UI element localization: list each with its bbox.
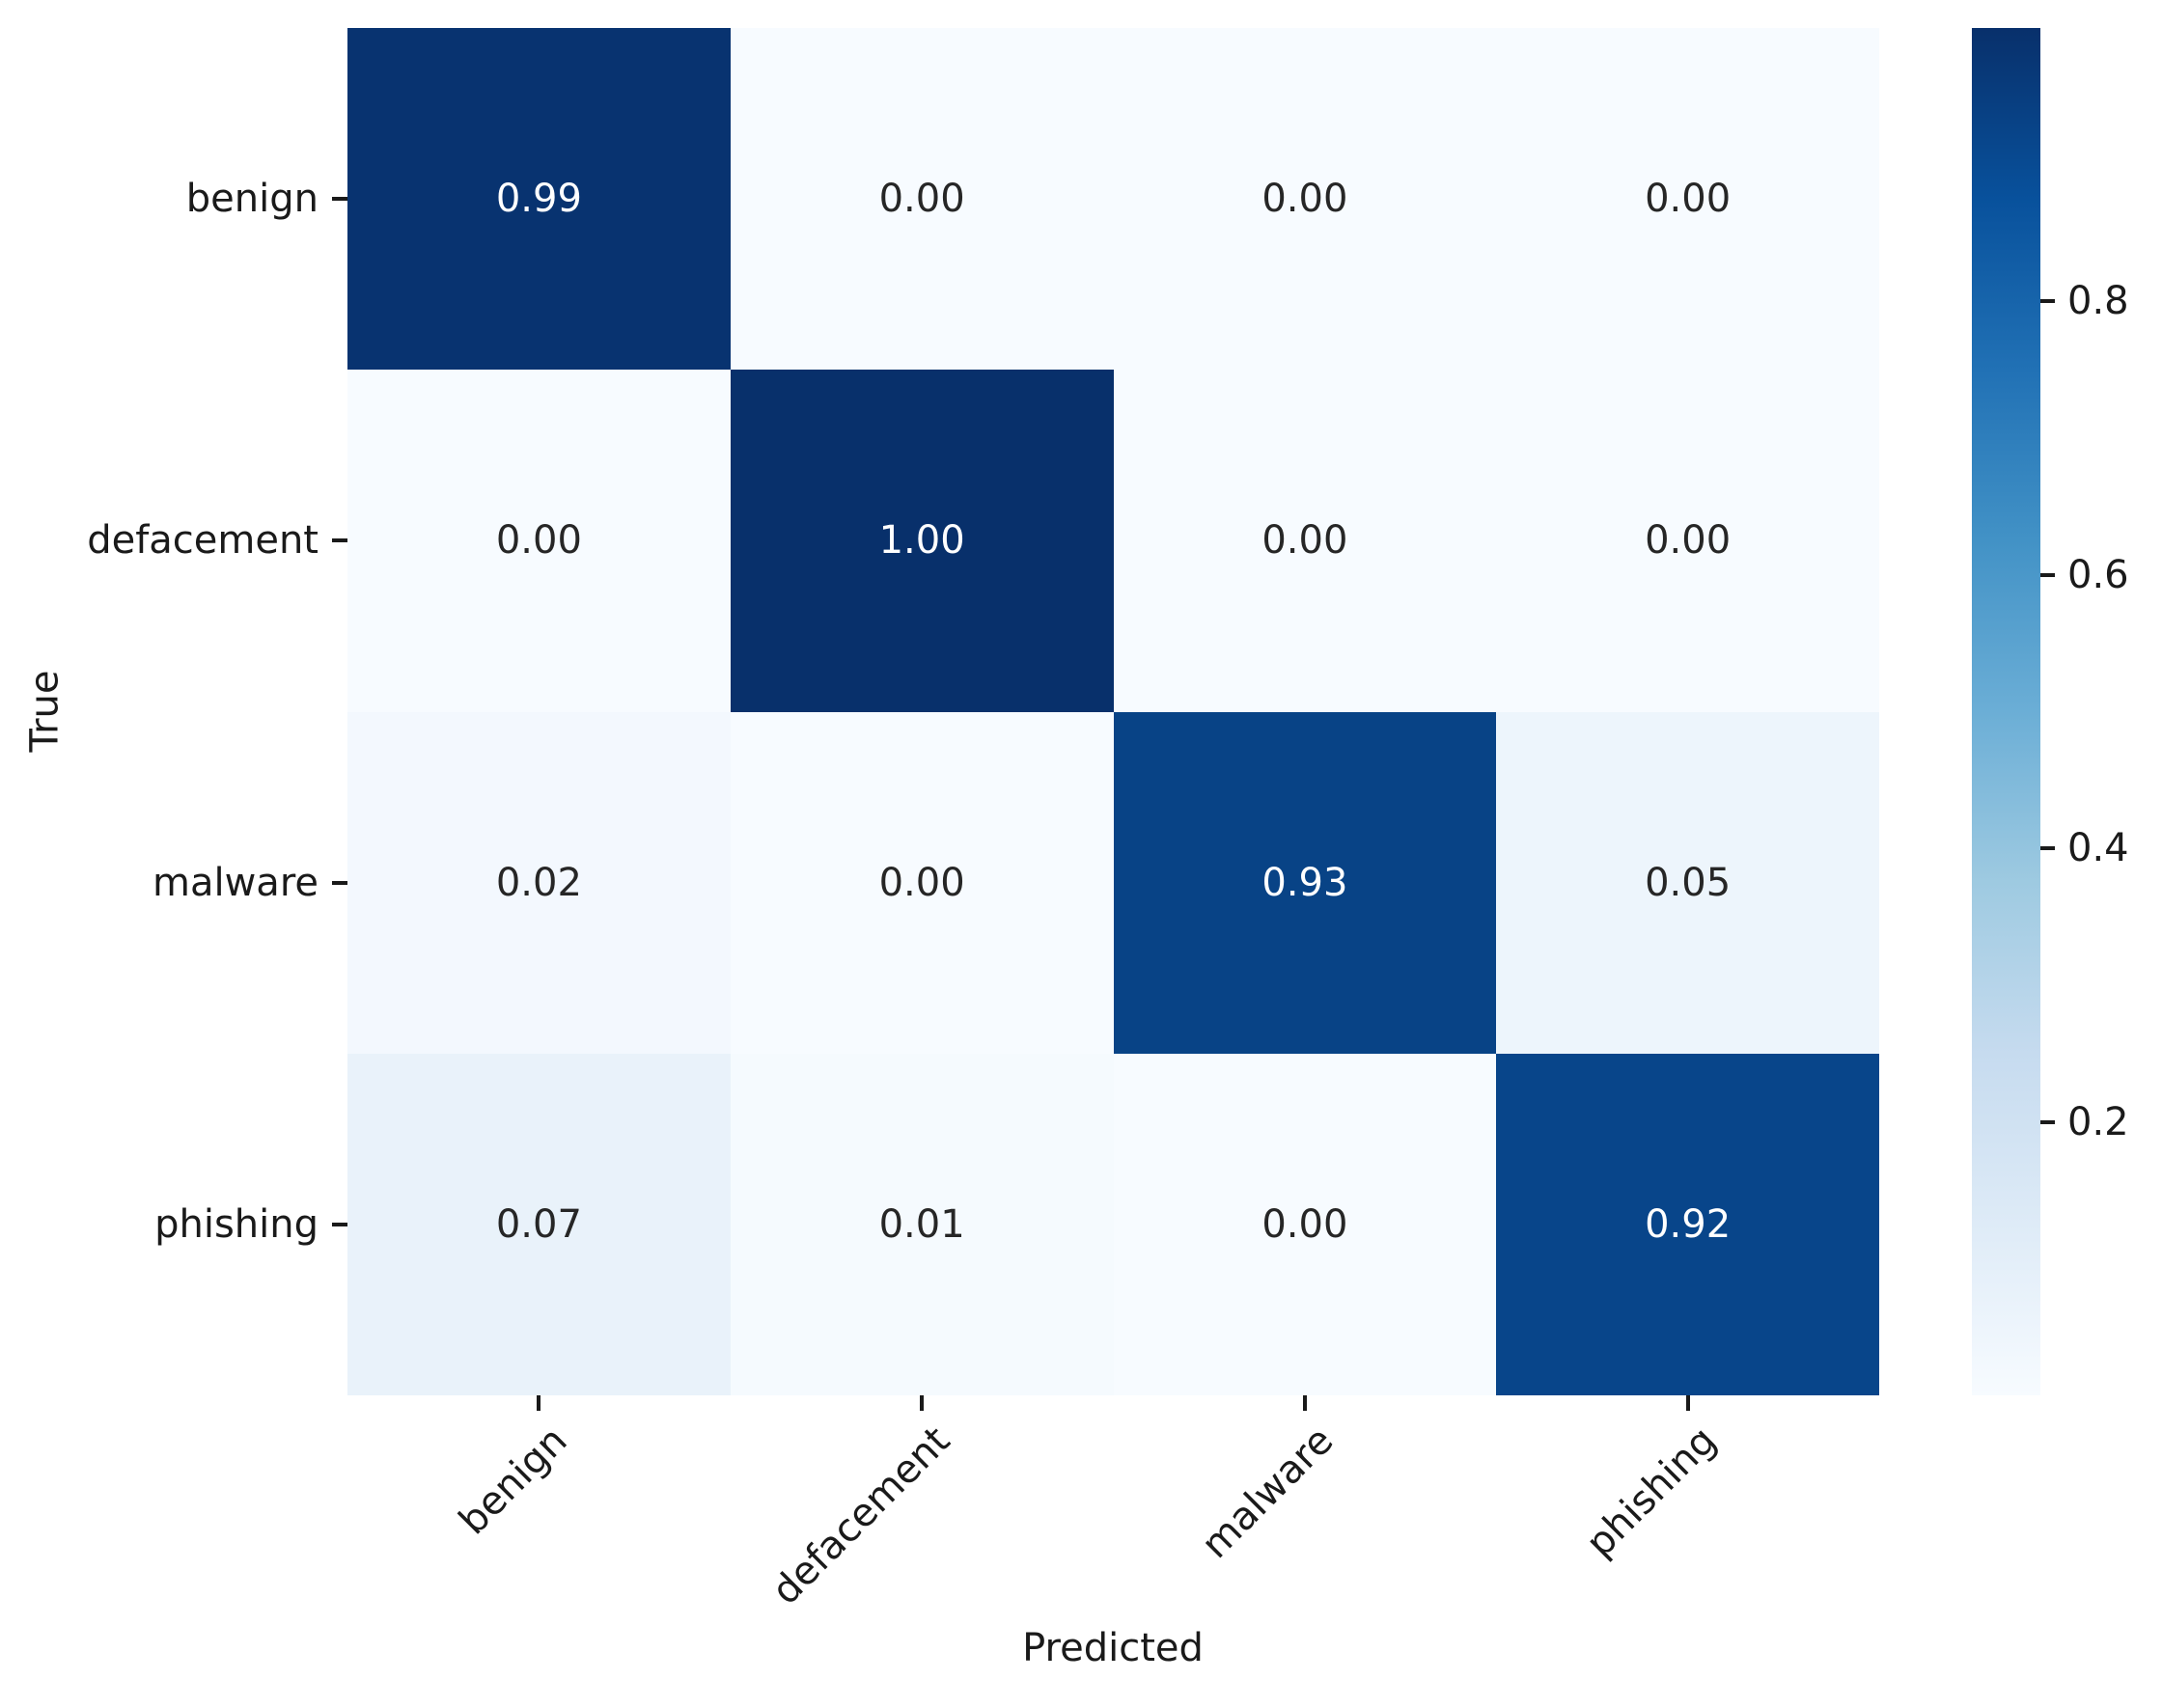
x-tick-mark	[537, 1395, 541, 1411]
heatmap-cell: 0.00	[730, 711, 1114, 1054]
y-tick-mark	[332, 880, 347, 885]
colorbar-tick-label: 0.6	[2067, 552, 2129, 597]
colorbar-tick-mark	[2040, 299, 2055, 304]
y-tick-label: defacement	[87, 518, 319, 564]
y-tick-label: benign	[185, 177, 319, 222]
heatmap-cell: 0.01	[730, 1053, 1114, 1395]
y-tick-label: phishing	[154, 1201, 319, 1247]
colorbar-tick-mark	[2040, 572, 2055, 577]
heatmap-cell: 0.92	[1496, 1053, 1879, 1395]
colorbar	[1972, 28, 2040, 1395]
colorbar-tick-mark	[2040, 1119, 2055, 1124]
x-axis-title-text: Predicted	[1022, 1626, 1204, 1670]
heatmap-cell: 0.05	[1496, 711, 1879, 1054]
colorbar-tick-mark	[2040, 846, 2055, 851]
y-tick-mark	[332, 197, 347, 202]
colorbar-tick-label: 0.2	[2067, 1099, 2129, 1144]
heatmap-cell: 1.00	[730, 370, 1114, 712]
x-tick-mark	[920, 1395, 925, 1411]
heatmap-cell: 0.00	[1496, 370, 1879, 712]
heatmap-cell: 0.07	[347, 1053, 731, 1395]
heatmap-cell: 0.00	[347, 370, 731, 712]
y-tick-mark	[332, 538, 347, 543]
heatmap-cell: 0.00	[1496, 28, 1879, 371]
heatmap-cell: 0.00	[730, 28, 1114, 371]
heatmap-cell: 0.00	[1113, 370, 1497, 712]
colorbar-tick-label: 0.8	[2067, 279, 2129, 324]
y-tick-label: malware	[152, 860, 319, 905]
y-axis-title-text: True	[22, 670, 67, 753]
y-tick-mark	[332, 1222, 347, 1226]
heatmap-cell: 0.00	[1113, 1053, 1497, 1395]
x-tick-mark	[1685, 1395, 1690, 1411]
colorbar-tick-label: 0.4	[2067, 826, 2129, 871]
heatmap-cell: 0.93	[1113, 711, 1497, 1054]
heatmap-cell: 0.99	[347, 28, 731, 371]
heatmap-cell: 0.00	[1113, 28, 1497, 371]
heatmap: 0.99 0.00 0.00 0.00 0.00 1.00 0.00 0.00 0.02 0.00…	[347, 28, 1879, 1395]
heatmap-cell: 0.02	[347, 711, 731, 1054]
x-tick-mark	[1302, 1395, 1307, 1411]
